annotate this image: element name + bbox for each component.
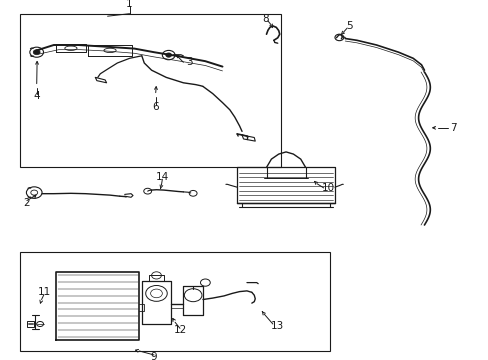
Text: 4: 4 [33,91,40,101]
Bar [27,321,34,327]
Text: 5: 5 [346,21,352,31]
Text: 11: 11 [37,287,51,297]
Text: 1: 1 [126,0,133,9]
Text: 7: 7 [449,123,456,133]
Text: 13: 13 [270,321,284,331]
Text: 12: 12 [173,325,186,336]
Text: 2: 2 [23,198,30,208]
Circle shape [33,50,40,55]
Text: 14: 14 [155,172,169,182]
Text: 9: 9 [150,352,157,360]
Circle shape [165,53,171,57]
Bar [20,14,281,167]
Text: 3: 3 [186,57,193,67]
Text: 8: 8 [262,14,268,24]
Bar [20,252,329,351]
Text: 6: 6 [152,102,159,112]
Text: 10: 10 [322,183,334,193]
